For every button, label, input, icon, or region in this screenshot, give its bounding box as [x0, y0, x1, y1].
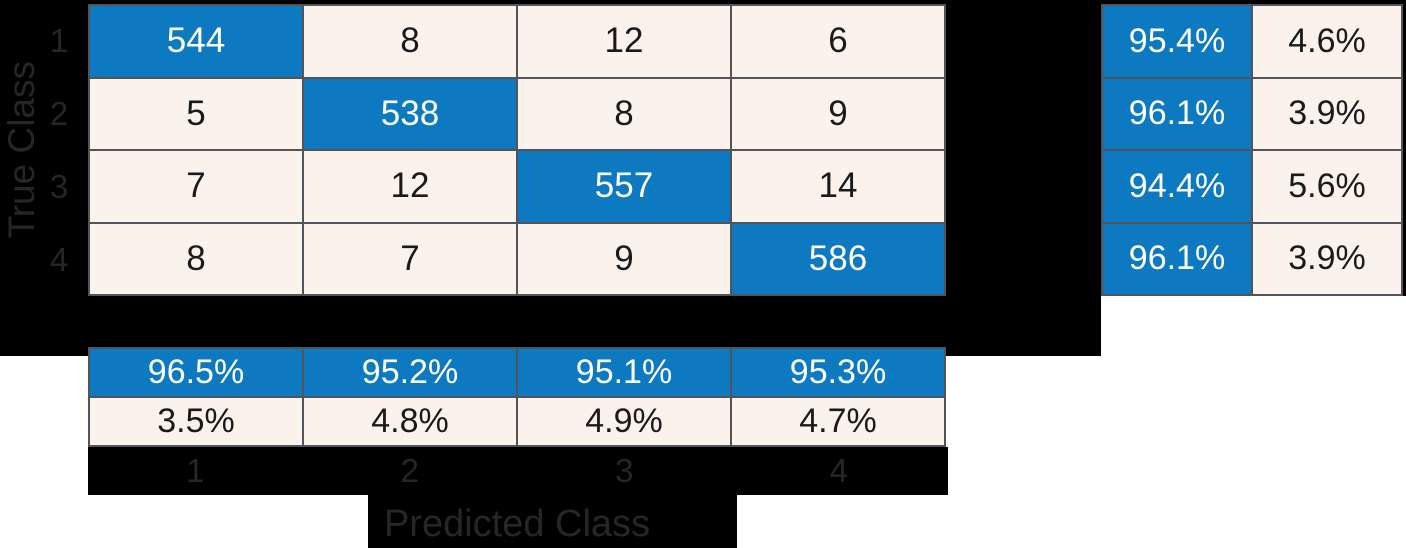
column-summary-cell: 4.9%: [518, 398, 730, 445]
column-summary-cell: 96.5%: [90, 349, 302, 396]
column-summary-cell: 3.5%: [90, 398, 302, 445]
row-summary-cell: 3.9%: [1253, 223, 1401, 294]
x-axis-label: Predicted Class: [383, 503, 651, 545]
column-summary-cell: 4.7%: [732, 398, 944, 445]
matrix-cell: 8: [90, 223, 302, 294]
column-summary-cell: 95.1%: [518, 349, 730, 396]
panel-background-xticks: [88, 447, 948, 495]
x-tick-2: 2: [400, 452, 419, 489]
column-summary-cell: 95.2%: [304, 349, 516, 396]
x-tick-1: 1: [186, 452, 205, 489]
row-summary-cell: 96.1%: [1103, 223, 1251, 294]
matrix-cell: 14: [732, 151, 944, 222]
column-summary-grid: 96.5% 95.2% 95.1% 95.3% 3.5% 4.8% 4.9% 4…: [88, 347, 946, 447]
x-tick-4: 4: [829, 452, 848, 489]
matrix-cell: 8: [518, 78, 730, 149]
matrix-cell: 9: [732, 78, 944, 149]
matrix-cell: 9: [518, 223, 730, 294]
row-summary-cell: 5.6%: [1253, 151, 1401, 222]
column-summary-cell: 95.3%: [732, 349, 944, 396]
row-summary-cell: 4.6%: [1253, 6, 1401, 77]
y-tick-2: 2: [49, 94, 69, 132]
x-tick-row: 1 2 3 4: [88, 447, 946, 495]
column-summary-cell: 4.8%: [304, 398, 516, 445]
row-summary-cell: 95.4%: [1103, 6, 1251, 77]
y-tick-3: 3: [49, 167, 69, 205]
matrix-cell: 12: [304, 151, 516, 222]
row-summary-cell: 94.4%: [1103, 151, 1251, 222]
row-summary-cell: 96.1%: [1103, 78, 1251, 149]
row-summary-grid: 95.4% 4.6% 96.1% 3.9% 94.4% 5.6% 96.1% 3…: [1101, 4, 1403, 296]
y-tick-4: 4: [49, 240, 69, 278]
matrix-cell: 544: [90, 6, 302, 77]
matrix-cell: 7: [304, 223, 516, 294]
matrix-cell: 586: [732, 223, 944, 294]
matrix-cell: 8: [304, 6, 516, 77]
matrix-cell: 538: [304, 78, 516, 149]
matrix-cell: 12: [518, 6, 730, 77]
confusion-matrix-grid: 544 8 12 6 5 538 8 9 7 12 557 14 8 7 9 5…: [88, 4, 946, 296]
matrix-cell: 6: [732, 6, 944, 77]
row-summary-cell: 3.9%: [1253, 78, 1401, 149]
matrix-cell: 557: [518, 151, 730, 222]
y-tick-1: 1: [49, 21, 69, 59]
x-tick-3: 3: [615, 452, 634, 489]
matrix-cell: 5: [90, 78, 302, 149]
matrix-cell: 7: [90, 151, 302, 222]
panel-background-xlabel: [368, 495, 737, 548]
